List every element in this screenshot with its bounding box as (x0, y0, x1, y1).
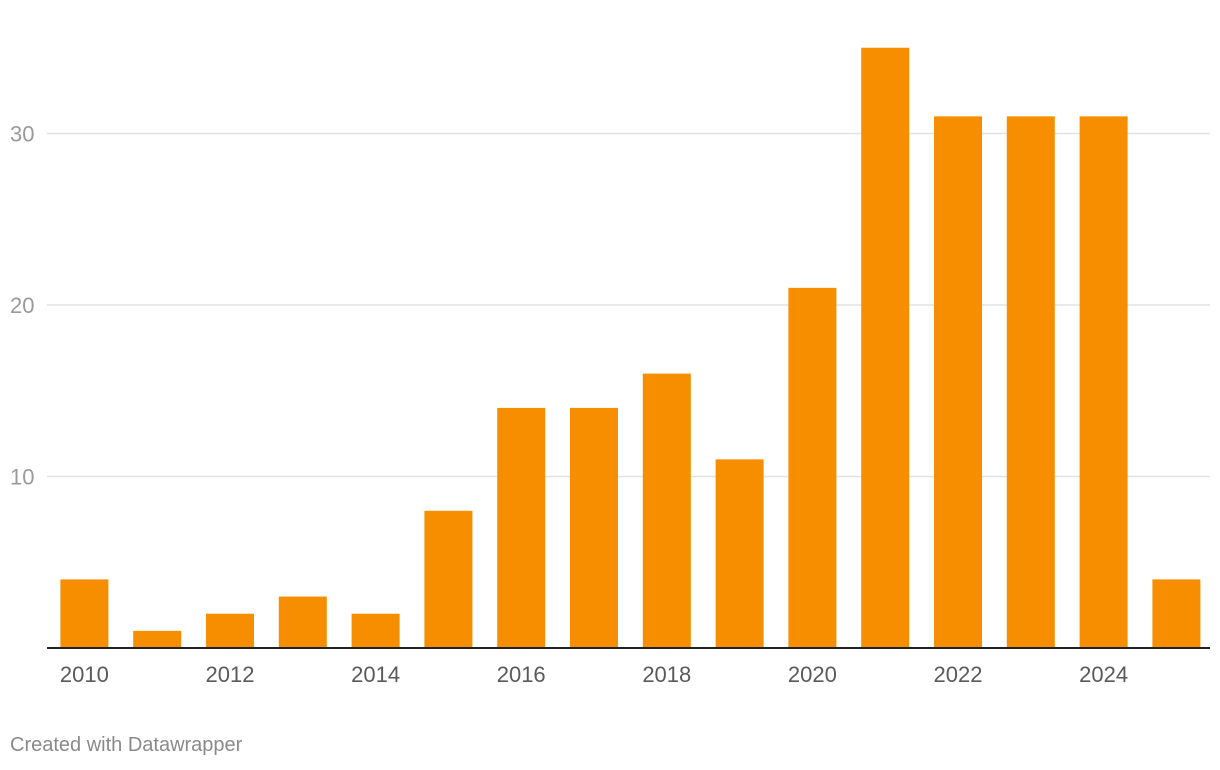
bar-2010[interactable] (60, 579, 109, 648)
x-tick-label-2024: 2024 (1079, 662, 1128, 687)
bar-2018[interactable] (642, 373, 691, 648)
bar-2011[interactable] (133, 630, 182, 648)
bar-2013[interactable] (278, 596, 327, 648)
bar-2014[interactable] (351, 613, 400, 648)
x-tick-label-2022: 2022 (934, 662, 983, 687)
bar-2016[interactable] (497, 407, 546, 648)
bar-2025[interactable] (1152, 579, 1201, 648)
x-tick-label-2014: 2014 (351, 662, 400, 687)
x-tick-label-2010: 2010 (60, 662, 109, 687)
x-tick-label-2012: 2012 (206, 662, 255, 687)
y-tick-label-20: 20 (10, 293, 34, 318)
x-tick-label-2020: 2020 (788, 662, 837, 687)
y-tick-label-30: 30 (10, 122, 34, 147)
bar-2023[interactable] (1006, 116, 1055, 649)
bar-2024[interactable] (1079, 116, 1128, 649)
bars (60, 47, 1201, 649)
bar-2012[interactable] (206, 613, 254, 648)
bar-2021[interactable] (861, 47, 910, 648)
credit-text[interactable]: Created with Datawrapper (10, 734, 243, 756)
x-tick-label-2016: 2016 (497, 662, 546, 687)
bar-2020[interactable] (788, 287, 837, 648)
x-axis-labels: 2010 2012 2014 2016 2018 2020 2022 2024 (60, 662, 1128, 687)
bar-2022[interactable] (934, 116, 982, 649)
bar-2015[interactable] (424, 510, 473, 648)
y-axis-labels: 10 20 30 (10, 122, 34, 490)
bar-2017[interactable] (570, 407, 618, 648)
bar-2019[interactable] (715, 459, 764, 648)
y-tick-label-10: 10 (10, 465, 34, 490)
x-tick-label-2018: 2018 (642, 662, 691, 687)
